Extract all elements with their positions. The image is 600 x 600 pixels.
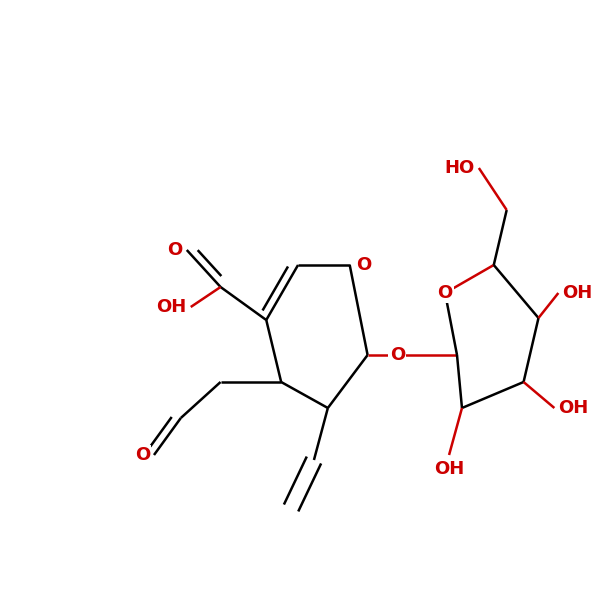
Text: HO: HO [445, 159, 475, 177]
Text: OH: OH [434, 460, 464, 478]
Text: O: O [356, 256, 371, 274]
Text: OH: OH [157, 298, 187, 316]
Text: OH: OH [559, 399, 589, 417]
Text: O: O [135, 446, 150, 464]
Text: O: O [437, 284, 453, 302]
Text: O: O [390, 346, 405, 364]
Text: OH: OH [562, 284, 593, 302]
Text: O: O [167, 241, 183, 259]
